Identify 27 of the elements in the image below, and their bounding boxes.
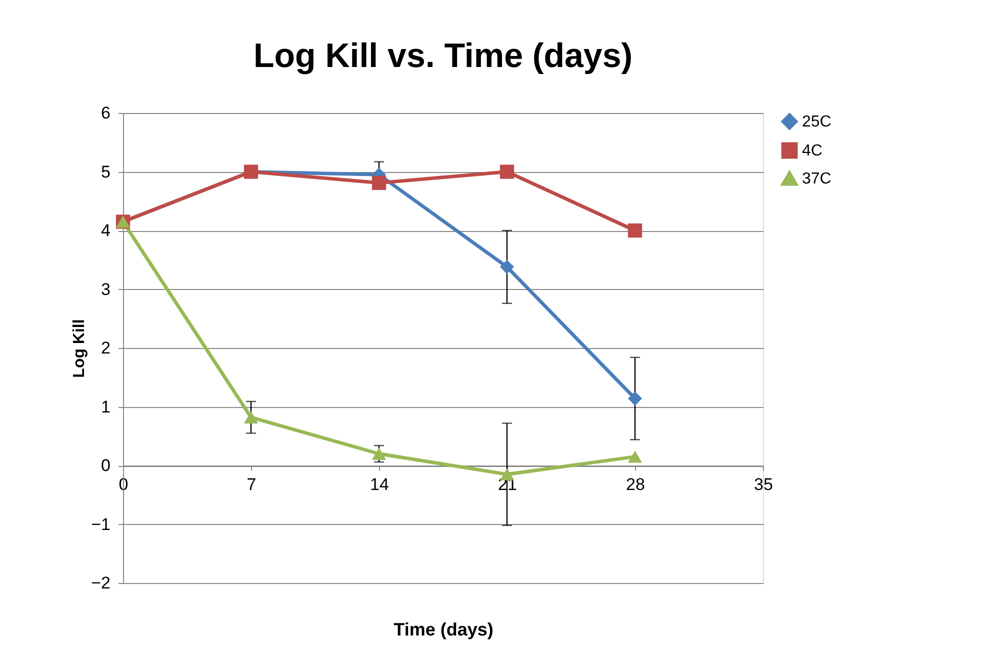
x-tick-label: 28 — [626, 475, 645, 494]
point — [372, 448, 386, 460]
x-tick-label: 35 — [754, 475, 773, 494]
chart-title: Log Kill vs. Time (days) — [253, 37, 633, 75]
point — [628, 223, 642, 238]
x-axis-title: Time (days) — [394, 620, 494, 640]
point — [500, 164, 514, 179]
point — [372, 176, 386, 190]
point — [500, 260, 514, 274]
y-tick-label: 1 — [101, 397, 110, 416]
y-axis-title: Log Kill — [71, 319, 88, 378]
legend-label: 25C — [802, 114, 832, 130]
y-tick-label: −1 — [91, 514, 110, 534]
y-tick-label: 6 — [101, 104, 110, 122]
point — [628, 391, 642, 406]
y-tick-label: 2 — [101, 338, 110, 358]
y-tick-label: 3 — [101, 280, 110, 299]
x-tick-label: 7 — [246, 475, 256, 494]
point — [628, 450, 642, 463]
x-tick-label: 14 — [370, 475, 389, 494]
y-tick-label: 0 — [101, 456, 110, 475]
legend-label: 37C — [802, 170, 832, 188]
y-tick-label: 5 — [101, 162, 110, 182]
y-tick-label: −2 — [91, 574, 110, 592]
legend-label: 4C — [802, 142, 822, 160]
y-tick-label: 4 — [101, 221, 110, 240]
point — [244, 411, 258, 424]
